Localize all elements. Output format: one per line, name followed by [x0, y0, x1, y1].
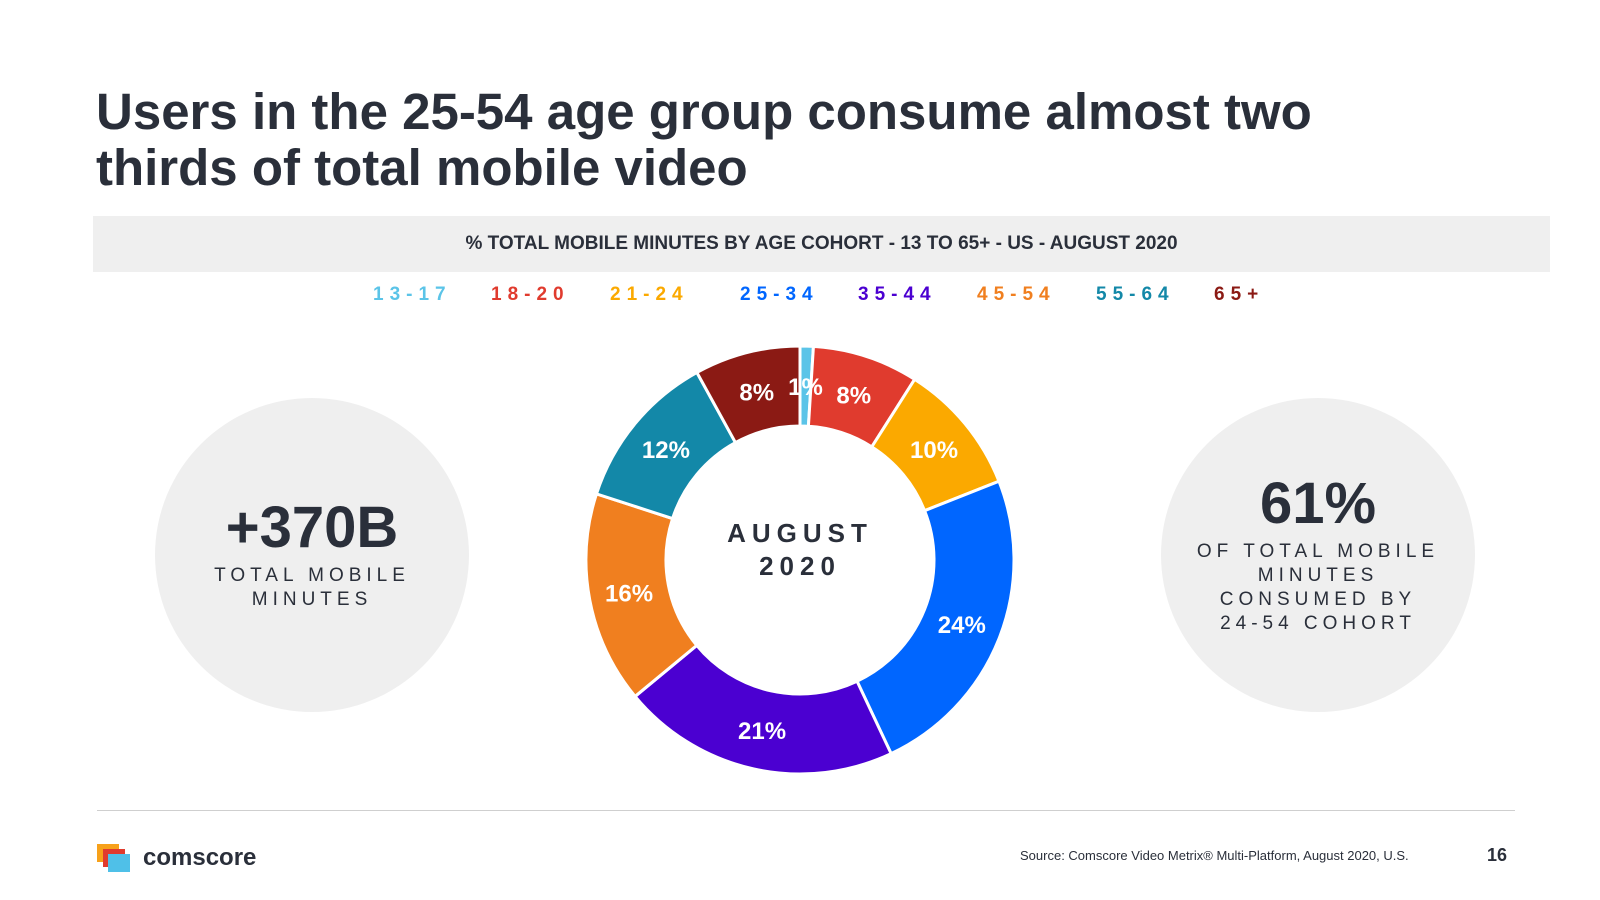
legend-item: 25-34 — [740, 284, 819, 305]
legend-item: 35-44 — [858, 284, 937, 305]
donut-slice-label-45-54: 16% — [605, 581, 653, 608]
footer-divider — [97, 810, 1515, 811]
legend-item: 21-24 — [610, 284, 689, 305]
legend-item: 55-64 — [1096, 284, 1175, 305]
total-minutes-caption-line: MINUTES — [251, 589, 373, 610]
page-number: 16 — [1487, 845, 1508, 865]
donut-slice-35-44 — [632, 643, 894, 776]
donut-slice-65+ — [694, 344, 802, 445]
donut-slice-label-65+: 8% — [739, 379, 774, 406]
donut-slice-label-55-64: 12% — [642, 437, 690, 464]
donut-slice-label-25-34: 24% — [938, 612, 986, 639]
cohort-share-caption-line: OF TOTAL MOBILE — [1196, 541, 1440, 562]
donut-slice-label-13-17: 1% — [788, 374, 823, 401]
donut-slice-label-21-24: 10% — [910, 437, 958, 464]
total-minutes-caption-line: TOTAL MOBILE — [214, 565, 410, 586]
brand: comscore — [97, 843, 256, 873]
slide-title-line-1: Users in the 25-54 age group consume alm… — [96, 83, 1312, 140]
total-minutes-stat: +370B TOTAL MOBILE MINUTES — [155, 398, 469, 712]
cohort-share-caption: OF TOTAL MOBILE MINUTES CONSUMED BY 24-5… — [1183, 540, 1453, 636]
brand-name: comscore — [143, 844, 257, 871]
chart-subtitle-bar: % TOTAL MOBILE MINUTES BY AGE COHORT - 1… — [93, 216, 1550, 272]
chart-subtitle: % TOTAL MOBILE MINUTES BY AGE COHORT - 1… — [465, 233, 1178, 254]
legend-item: 65+ — [1214, 284, 1265, 305]
cohort-share-value: 61% — [1259, 471, 1377, 536]
cohort-share-caption-line: 24-54 COHORT — [1220, 613, 1416, 634]
donut-slice-label-18-20: 8% — [836, 383, 871, 410]
comscore-logo-icon — [97, 844, 131, 872]
cohort-share-stat: 61% OF TOTAL MOBILE MINUTES CONSUMED BY … — [1161, 398, 1475, 712]
donut-slice-label-35-44: 21% — [738, 718, 786, 745]
legend-item: 45-54 — [977, 284, 1056, 305]
slide-title-line-2: thirds of total mobile video — [96, 139, 748, 196]
source-note: Source: Comscore Video Metrix® Multi-Pla… — [1020, 848, 1409, 863]
total-minutes-caption: TOTAL MOBILE MINUTES — [177, 564, 447, 612]
legend-item: 18-20 — [491, 284, 570, 305]
chart-legend: 13-17 18-20 21-24 25-34 35-44 45-54 55-6… — [0, 284, 1600, 310]
donut-center-label-line-1: AUGUST — [727, 518, 873, 548]
cohort-share-caption-line: CONSUMED BY — [1219, 589, 1417, 610]
cohort-share-caption-line: MINUTES — [1257, 565, 1379, 586]
donut-center-label-line-2: 2020 — [759, 551, 841, 581]
donut-slice-25-34 — [855, 479, 1016, 756]
total-minutes-value: +370B — [225, 495, 399, 560]
slide-title: Users in the 25-54 age group consume alm… — [96, 84, 1516, 196]
legend-item: 13-17 — [373, 284, 452, 305]
donut-chart: 1% 8% 10% 24% 21% 16% 12% 8% AUGUST 2020 — [584, 344, 1016, 776]
